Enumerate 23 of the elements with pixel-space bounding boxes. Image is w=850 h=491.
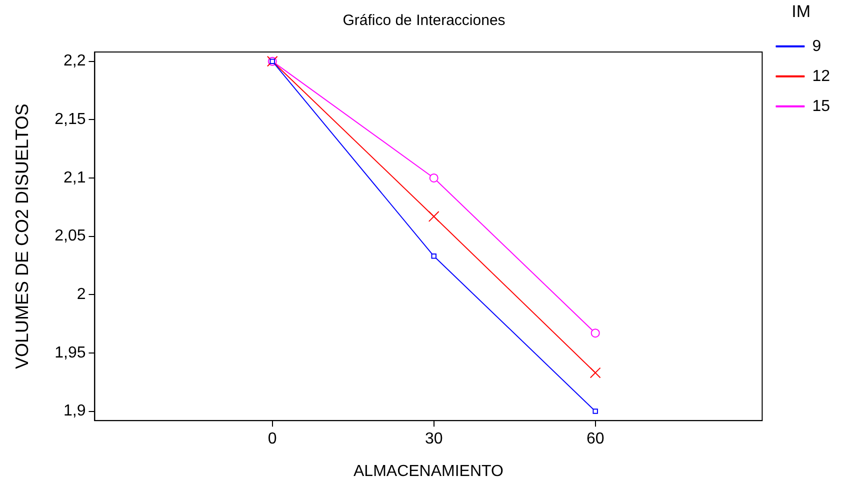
legend-title: IM [792,2,811,22]
point [431,254,436,259]
point [590,328,600,338]
y-tick-label: 2 [76,286,86,304]
x-tick-label: 60 [586,430,604,448]
point [592,408,598,414]
y-tick-label: 1,9 [63,402,86,420]
legend-label: 15 [812,98,830,115]
point [590,367,601,378]
chart-title: Gráfico de Interacciones [342,12,506,30]
y-tick-label: 2,15 [54,111,86,128]
y-tick-label: 1,95 [54,344,86,362]
y-axis-title: VOLUMES DE CO2 DISUELTOS [12,104,32,370]
point [428,211,440,222]
y-tick-label: 2,05 [54,228,86,245]
x-tick-label: 0 [268,430,277,448]
x-tick-label: 30 [424,430,443,448]
legend-label: 12 [812,68,830,85]
x-axis-title: ALMACENAMIENTO [353,462,504,480]
y-tick-label: 2,1 [63,169,86,186]
y-tick-label: 2,2 [63,52,86,70]
point [429,173,438,182]
legend-label: 9 [812,38,822,55]
